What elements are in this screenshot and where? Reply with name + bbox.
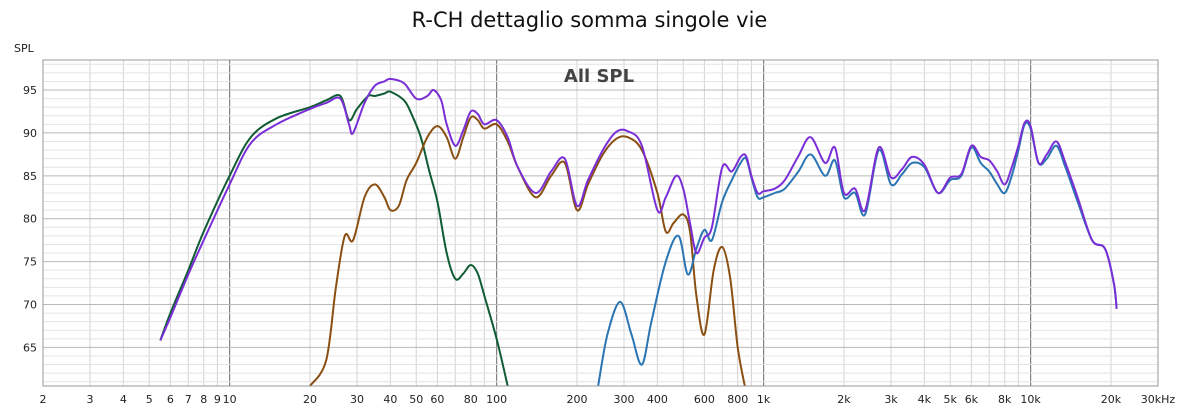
- plot-frame: [42, 59, 1159, 387]
- grid: [42, 60, 1159, 386]
- x-tick-label: 2k: [837, 393, 851, 406]
- x-tick-label: 4: [120, 393, 127, 406]
- x-tick-label: 9: [214, 393, 221, 406]
- x-tick-label: 300: [614, 393, 635, 406]
- series-line-1: [159, 90, 509, 387]
- x-tick-label: 30: [350, 393, 364, 406]
- chart-title: R-CH dettaglio somma singole vie: [411, 8, 768, 32]
- tick-labels: 65 70 75 80 85 90 95 2 3 4 5 6 7 8 9 10 20 30 40 50 60 80 100 2…: [23, 84, 1175, 406]
- x-tick-label: 2: [40, 393, 47, 406]
- x-tick-label: 20k: [1101, 393, 1122, 406]
- series-line-2: [309, 115, 746, 387]
- x-tick-label: 3: [87, 393, 94, 406]
- x-tick-label: 10k: [1020, 393, 1041, 406]
- y-tick-label: 80: [23, 213, 37, 226]
- x-tick-label: 8: [200, 393, 207, 406]
- x-tick-label: 6: [167, 393, 174, 406]
- series-group: [159, 77, 1118, 387]
- x-tick-label: 5k: [944, 393, 958, 406]
- x-tick-label: 3k: [884, 393, 898, 406]
- x-tick-label: 1k: [757, 393, 771, 406]
- x-tick-label: 50: [409, 393, 423, 406]
- all-spl-annotation: All SPL: [564, 66, 634, 87]
- x-tick-label: 400: [647, 393, 668, 406]
- y-tick-label: 65: [23, 341, 37, 354]
- y-tick-label: 75: [23, 256, 37, 269]
- x-tick-label: 200: [566, 393, 587, 406]
- x-tick-label: 7: [185, 393, 192, 406]
- series-line-4: [159, 77, 1118, 341]
- x-tick-label: 600: [694, 393, 715, 406]
- x-tick-label: 40: [383, 393, 397, 406]
- x-tick-label: 4k: [918, 393, 932, 406]
- x-tick-label: 10: [223, 393, 237, 406]
- x-tick-label: 100: [486, 393, 507, 406]
- y-tick-label: 70: [23, 299, 37, 312]
- x-tick-label: 20: [303, 393, 317, 406]
- y-tick-label: 95: [23, 84, 37, 97]
- x-tick-label: 8k: [998, 393, 1012, 406]
- y-tick-label: 85: [23, 170, 37, 183]
- x-tick-label: 5: [146, 393, 153, 406]
- x-tick-label: 800: [727, 393, 748, 406]
- x-tick-label: 60: [430, 393, 444, 406]
- x-tick-label: 6k: [965, 393, 979, 406]
- x-tick-label: 80: [464, 393, 478, 406]
- y-axis-label: SPL: [14, 42, 35, 55]
- x-tick-label: 30kHz: [1141, 393, 1176, 406]
- y-tick-label: 90: [23, 127, 37, 140]
